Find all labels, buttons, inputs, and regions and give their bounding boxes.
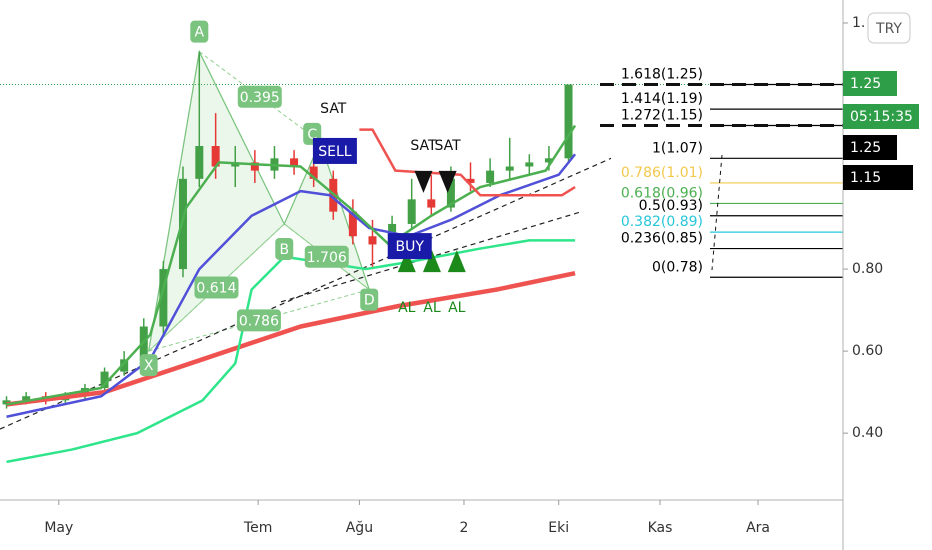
currency-label[interactable]: TRY xyxy=(875,21,902,37)
fib-label: 1.618(1.25) xyxy=(621,66,703,82)
candle-body xyxy=(211,146,220,167)
candle-body xyxy=(486,170,495,183)
indicator-line xyxy=(6,270,576,407)
candle-body xyxy=(309,166,318,179)
candle-body xyxy=(178,178,187,270)
fib-label: 1.414(1.19) xyxy=(621,91,703,107)
x-tick-label: Tem xyxy=(243,520,272,536)
fib-trend xyxy=(711,154,723,271)
candle-body xyxy=(466,178,475,183)
candle-body xyxy=(525,162,534,167)
pattern-point-label: A xyxy=(195,25,205,41)
pattern-point-box xyxy=(190,20,209,43)
candle-body xyxy=(427,199,436,208)
pattern-ratio-box xyxy=(194,276,239,299)
signal-label: SAT xyxy=(320,101,347,117)
candle-body xyxy=(195,146,204,179)
candle-body xyxy=(80,388,89,397)
x-tick-label: Ara xyxy=(746,520,770,536)
sell-arrow xyxy=(414,170,433,193)
pattern-ratio-label: 0.786 xyxy=(239,313,279,329)
x-tick-label: Eki xyxy=(548,520,569,536)
fib-label: 0.5(0.93) xyxy=(639,198,703,214)
signal-label: AL xyxy=(398,300,416,316)
fib-label: 0.236(0.85) xyxy=(621,231,703,247)
y-tick-label: 0.80 xyxy=(852,261,883,277)
indicator-line xyxy=(359,128,576,197)
candle-body xyxy=(446,178,455,208)
x-tick-label: 2 xyxy=(460,520,469,536)
signal-label: SELL xyxy=(318,144,352,160)
price-label: 1.15 xyxy=(850,170,881,186)
signal-box xyxy=(312,137,357,164)
x-tick-label: May xyxy=(44,520,73,536)
buy-arrow xyxy=(447,250,466,273)
pattern-point-label: D xyxy=(364,293,375,309)
pattern-point-label: X xyxy=(144,358,154,374)
signal-box xyxy=(387,233,432,260)
price-label: 05:15:35 xyxy=(850,109,913,125)
pattern-point-box xyxy=(275,237,294,260)
y-tick-label: 0.60 xyxy=(852,343,883,359)
indicator-line xyxy=(6,239,576,464)
pattern-ratio-box xyxy=(237,85,282,108)
pattern-point-box xyxy=(139,354,158,377)
candle-body xyxy=(348,211,357,237)
pattern-ratio-label: 0.614 xyxy=(196,281,236,297)
buy-arrow xyxy=(422,250,441,273)
fib-label: 0.618(0.96) xyxy=(621,185,703,201)
price-label-box xyxy=(843,104,919,129)
price-label-box xyxy=(843,135,897,160)
signal-label: SAT xyxy=(410,138,437,154)
candle-body xyxy=(22,396,31,401)
fib-label: 0.382(0.89) xyxy=(621,214,703,230)
price-label: 1.25 xyxy=(850,140,881,156)
axes: 0.40 0.60 0.80 1. May Tem Ağu 2 Eki Kas Ara 1.25 05:… xyxy=(44,15,919,536)
pattern-ratio-line xyxy=(283,223,370,290)
signal-label: AL xyxy=(448,300,466,316)
candle-body xyxy=(159,269,168,327)
fib-label: 1(1.07) xyxy=(652,140,703,156)
pattern-point-label: C xyxy=(307,127,317,143)
price-label-box xyxy=(843,165,913,190)
candle-body xyxy=(250,162,259,171)
signal-label: SAT xyxy=(435,138,462,154)
pattern-ratio-label: 0.395 xyxy=(240,90,280,106)
y-tick-label: 1. xyxy=(852,15,865,31)
candle-body xyxy=(407,199,416,224)
fib-label: 0.786(1.01) xyxy=(621,165,703,181)
candle-body xyxy=(120,359,129,372)
price-label-box xyxy=(843,71,897,96)
signal-label: AL xyxy=(423,300,441,316)
pattern-ratio-box xyxy=(236,309,281,332)
candle-body xyxy=(100,371,109,389)
pattern-ratio-label: 1.706 xyxy=(307,250,347,266)
price-label: 1.25 xyxy=(850,76,881,92)
candle-body xyxy=(290,158,299,167)
candle-body xyxy=(544,158,553,163)
pattern-point-label: B xyxy=(279,242,289,258)
candle-body xyxy=(368,236,377,245)
fib-label: 0(0.78) xyxy=(652,259,703,275)
currency-button[interactable] xyxy=(867,12,911,44)
candle-body xyxy=(564,84,573,159)
x-tick-label: Kas xyxy=(648,520,673,536)
pattern-point-box xyxy=(360,288,379,311)
signal-label: BUY xyxy=(396,239,425,255)
candle-body xyxy=(505,166,514,171)
fib-label: 1.272(1.15) xyxy=(621,108,703,124)
indicator-line xyxy=(6,124,577,406)
pattern-ratio-box xyxy=(304,245,349,268)
x-tick-label: Ağu xyxy=(346,520,373,536)
buy-arrow xyxy=(397,250,416,273)
y-tick-label: 0.40 xyxy=(852,425,883,441)
sell-arrow xyxy=(438,170,457,193)
